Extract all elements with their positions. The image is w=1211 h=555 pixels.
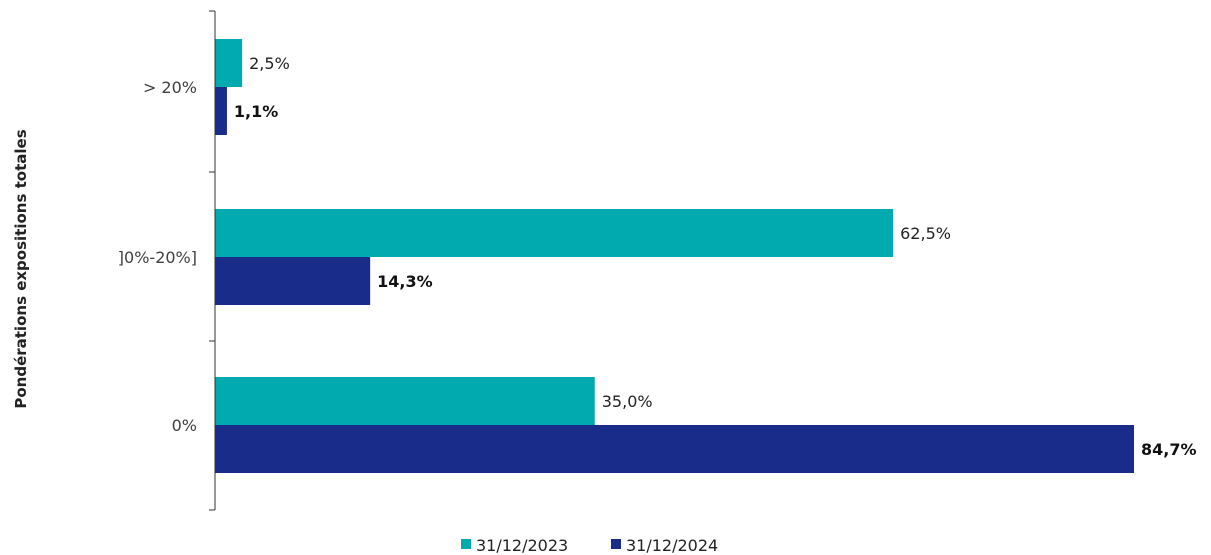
category-label: 0%	[172, 416, 197, 435]
category-labels: > 20% ]0%-20%] 0%	[118, 78, 197, 435]
legend-swatch	[611, 539, 621, 549]
value-labels: 2,5% 1,1% 62,5% 14,3% 35,0% 84,7%	[234, 54, 1197, 459]
data-label: 62,5%	[900, 224, 951, 243]
bar-2023	[215, 209, 894, 257]
legend-label: 31/12/2023	[476, 536, 568, 555]
bar-2023	[215, 39, 243, 87]
legend-swatch	[461, 539, 471, 549]
bars	[215, 39, 1134, 473]
y-axis-title: Pondérations expositions totales	[12, 129, 30, 408]
data-label: 14,3%	[377, 272, 433, 291]
bar-2023	[215, 377, 595, 425]
category-label: ]0%-20%]	[118, 248, 197, 267]
bar-2024	[215, 257, 371, 305]
category-label: > 20%	[143, 78, 197, 97]
data-label: 2,5%	[249, 54, 290, 73]
y-axis	[209, 10, 216, 511]
data-label: 1,1%	[234, 102, 278, 121]
data-label: 84,7%	[1141, 440, 1197, 459]
bar-2024	[215, 87, 227, 135]
legend-label: 31/12/2024	[626, 536, 718, 555]
bar-2024	[215, 425, 1134, 473]
data-label: 35,0%	[602, 392, 653, 411]
legend: 31/12/2023 31/12/2024	[461, 536, 718, 555]
